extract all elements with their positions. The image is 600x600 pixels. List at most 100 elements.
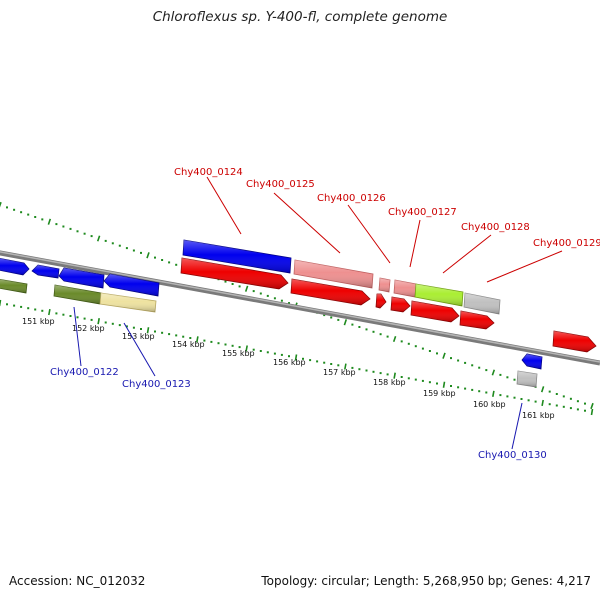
- outer-track-dot: [436, 352, 438, 355]
- gene-red-arrow-2[interactable]: [290, 278, 371, 306]
- inner-track-dot: [90, 318, 93, 321]
- label-chy400-0129: Chy400_0129: [533, 238, 600, 249]
- inner-track-dot: [562, 405, 565, 408]
- inner-track-dot: [471, 388, 474, 391]
- topology-text: Topology: circular; Length: 5,268,950 bp…: [261, 574, 591, 588]
- genome-title: Chloroflexus sp. Y-400-fl, complete geno…: [152, 9, 448, 25]
- gene-left-blue-2[interactable]: [31, 264, 60, 279]
- inner-track-dash: [0, 299, 2, 307]
- inner-track-dot: [203, 339, 206, 342]
- gene-red-arrow-3[interactable]: [375, 293, 387, 309]
- label-chy400-0127: Chy400_0127: [388, 207, 457, 218]
- inner-track-dot: [182, 335, 185, 338]
- outer-track-dot: [104, 239, 107, 242]
- inner-track-dot: [379, 372, 382, 375]
- gene-left-blue-4[interactable]: [103, 273, 160, 297]
- inner-track-dot: [436, 382, 438, 385]
- inner-track-dot: [20, 305, 23, 308]
- outer-track-dash: [392, 335, 397, 343]
- outer-track-dot: [34, 216, 37, 218]
- gene-red-arrow-5[interactable]: [410, 300, 460, 323]
- outer-track-dot: [13, 208, 16, 211]
- inner-track-dot: [309, 359, 312, 362]
- label-chy400-0125: Chy400_0125: [246, 179, 315, 190]
- outer-track-dash: [47, 218, 52, 225]
- outer-track-dot: [27, 213, 30, 216]
- inner-track-dot: [27, 307, 30, 310]
- gene-chy400-0130[interactable]: [516, 370, 538, 388]
- genome-backbone-highlight: [0, 251, 600, 363]
- inner-track-dot: [252, 348, 255, 351]
- outer-track-dot: [76, 230, 79, 233]
- gene-red-arrow-6[interactable]: [459, 310, 495, 330]
- outer-track-dot: [485, 369, 488, 372]
- inner-track-dot: [386, 373, 389, 376]
- gene-left-blue-3[interactable]: [58, 267, 105, 289]
- gene-blue-small-right[interactable]: [521, 353, 543, 370]
- gene-chy400-0123[interactable]: [99, 292, 157, 313]
- outer-track-dot: [231, 283, 234, 285]
- inner-track-dash: [541, 399, 544, 407]
- outer-track-dot: [252, 290, 255, 293]
- gene-left-olive-1[interactable]: [0, 278, 28, 294]
- outer-track-dot: [238, 285, 241, 288]
- outer-track-dash: [96, 235, 101, 242]
- inner-track-dot: [584, 409, 586, 412]
- outer-track-dot: [161, 259, 164, 261]
- inner-track-dot: [513, 396, 516, 399]
- outer-track-dash: [343, 319, 348, 326]
- inner-track-dash: [48, 308, 51, 316]
- inner-track-dash: [590, 408, 594, 416]
- inner-track-dot: [34, 308, 37, 311]
- outer-track-dot: [168, 261, 171, 264]
- gene-chy400-0128[interactable]: [414, 283, 464, 307]
- tick-label-158: 158 kbp: [373, 378, 406, 387]
- outer-track-dot: [478, 366, 481, 369]
- inner-track-dot: [534, 400, 537, 403]
- gene-red-arrow-right[interactable]: [552, 330, 597, 353]
- gene-chy400-0122[interactable]: [53, 284, 102, 305]
- inner-track-dot: [161, 331, 164, 334]
- outer-track-dot: [358, 326, 361, 328]
- outer-track-dot: [62, 225, 65, 228]
- inner-track-dot: [118, 324, 121, 327]
- inner-track-dot: [478, 390, 481, 393]
- gene-chy400-0126[interactable]: [378, 277, 391, 293]
- inner-track-dot: [6, 303, 8, 306]
- outer-track-dot: [41, 218, 44, 221]
- outer-track-dot: [379, 333, 382, 336]
- inner-track-dot: [407, 377, 410, 380]
- outer-track-dash: [0, 201, 2, 208]
- inner-track-dot: [365, 369, 368, 372]
- inner-track-dot: [111, 322, 114, 325]
- inner-track-dot: [224, 343, 227, 346]
- gene-chy400-0124[interactable]: [182, 239, 292, 274]
- outer-track-dot: [450, 357, 452, 360]
- gene-red-arrow-4[interactable]: [390, 296, 411, 313]
- inner-track-dot: [69, 315, 72, 317]
- inner-track-dot: [238, 346, 241, 349]
- inner-track-dot: [189, 337, 192, 339]
- outer-track-dot: [323, 314, 326, 317]
- inner-track-dot: [520, 398, 523, 400]
- gene-left-blue-1[interactable]: [0, 257, 30, 276]
- outer-track-dot: [280, 299, 283, 302]
- inner-track-dot: [506, 395, 509, 398]
- inner-track-dot: [428, 381, 431, 384]
- outer-track-dot: [569, 397, 572, 400]
- inner-track-dash: [245, 345, 248, 352]
- inner-track-dot: [316, 360, 319, 363]
- inner-track-dot: [457, 386, 460, 389]
- inner-track-dot: [372, 370, 375, 373]
- outer-track-dot: [414, 345, 417, 348]
- gene-chy400-0127[interactable]: [393, 279, 417, 298]
- gene-chy400-0125[interactable]: [293, 259, 374, 289]
- outer-track-dot: [506, 376, 509, 379]
- outer-track-dash: [442, 352, 446, 359]
- label-chy400-0124: Chy400_0124: [174, 167, 243, 178]
- gene-red-arrow-1[interactable]: [180, 257, 289, 290]
- outer-track-dash: [590, 402, 594, 410]
- gene-chy400-0129[interactable]: [463, 292, 501, 315]
- outer-track-dot: [499, 373, 502, 376]
